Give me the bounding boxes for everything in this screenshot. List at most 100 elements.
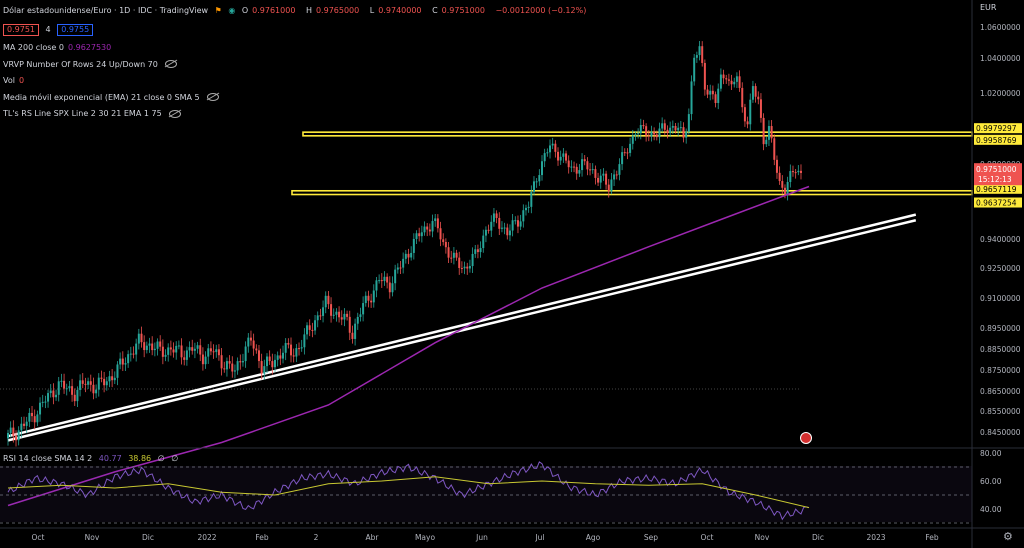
candle-body (308, 325, 311, 330)
candle-body (439, 228, 442, 240)
candle-body (495, 213, 498, 218)
candle-body (757, 96, 760, 100)
rsi-label[interactable]: RSI 14 close SMA 14 2 (3, 454, 93, 463)
candle (573, 161, 576, 173)
candle (87, 377, 90, 390)
indicator-legend-0[interactable]: MA 200 close 0 0.9627530 (3, 43, 115, 53)
candle (306, 322, 309, 340)
candle (626, 148, 629, 160)
candle-body (599, 175, 602, 183)
candle (399, 261, 402, 275)
buy-price-button[interactable]: 0.9755 (57, 24, 94, 36)
candle-body (602, 173, 605, 176)
price-tick-label: 1.0600000 (980, 23, 1021, 32)
candle-body (436, 218, 439, 229)
candle (271, 353, 274, 375)
candle-body (455, 252, 458, 258)
candle-body (581, 159, 584, 171)
candle-body (220, 355, 223, 369)
candle-body (156, 341, 159, 349)
candle-body (276, 355, 279, 360)
ohlc-open: O 0.9761000 (241, 6, 296, 15)
candle-body (444, 241, 447, 248)
level-tag-bg (974, 197, 1022, 208)
candle (653, 127, 656, 141)
symbol-title[interactable]: Dólar estadounidense/Euro · 1D · IDC · T… (3, 6, 209, 15)
candle (111, 368, 114, 388)
time-tick-label: Feb (255, 533, 269, 542)
flag-icon[interactable]: ⚑ (214, 6, 222, 15)
indicator-legend-3[interactable]: Media móvil exponencial (EMA) 21 close 0… (3, 93, 223, 103)
candle-body (746, 121, 749, 125)
candle (356, 312, 359, 330)
price-tick-label: 0.9250000 (980, 264, 1021, 273)
candle (367, 290, 370, 308)
candle-body (319, 315, 322, 317)
candle (698, 40, 701, 61)
candle (743, 103, 746, 127)
candle-body (196, 345, 199, 349)
candle-body (233, 370, 236, 372)
candle-body (391, 283, 394, 293)
currency-label[interactable]: EUR (980, 3, 997, 12)
candle-body (394, 269, 397, 284)
hidden-eye-icon[interactable] (164, 60, 177, 68)
price-tick-label: 1.0200000 (980, 89, 1021, 98)
candle (618, 158, 621, 181)
candle (589, 163, 592, 176)
candle-body (148, 343, 151, 346)
candle-body (132, 353, 135, 355)
indicator-value: 0.9627530 (67, 43, 112, 52)
candle-body (759, 99, 762, 118)
candle-body (303, 334, 306, 348)
candle (57, 376, 60, 402)
candle (679, 120, 682, 133)
time-tick-label: Oct (32, 533, 45, 542)
candle-body (346, 313, 349, 317)
candle-body (201, 354, 204, 365)
candle (503, 222, 506, 235)
candle (156, 338, 159, 356)
hidden-eye-icon[interactable] (168, 109, 181, 118)
candle (610, 172, 613, 195)
hidden-eye-icon[interactable] (206, 93, 219, 101)
candle-body (183, 357, 186, 360)
candle (332, 308, 335, 319)
candle (554, 140, 557, 158)
candle (364, 291, 367, 307)
rsi-ma-value: 38.86 (128, 454, 152, 463)
indicator-legend-4[interactable]: TL's RS Line SPX Line 2 30 21 EMA 1 75 (3, 109, 185, 119)
candle-body (76, 389, 79, 402)
settings-gear-icon[interactable]: ⚙ (1003, 530, 1013, 543)
candle (183, 350, 186, 366)
us-flag-icon[interactable] (800, 432, 812, 444)
indicator-legend-2[interactable]: Vol 0 (3, 76, 28, 86)
candle-body (789, 171, 792, 183)
candle-body (775, 159, 778, 173)
candle (738, 70, 741, 92)
candle-body (260, 361, 263, 374)
candle (215, 344, 218, 358)
candle-body (343, 313, 346, 320)
candle-body (418, 233, 421, 237)
candle-body (695, 55, 698, 58)
candle (164, 349, 167, 362)
candle-body (434, 218, 437, 222)
candle-body (522, 210, 525, 222)
candle (511, 213, 514, 237)
candle-body (516, 220, 519, 227)
indicator-label: VRVP Number Of Rows 24 Up/Down 70 (3, 59, 158, 69)
candle-body (687, 114, 690, 132)
candle (300, 339, 303, 352)
sell-price-button[interactable]: 0.9751 (3, 24, 39, 36)
candle (380, 273, 383, 288)
candle-body (730, 80, 733, 85)
candle (121, 351, 124, 372)
candle-body (84, 383, 87, 385)
candle-body (143, 342, 146, 351)
candle-body (468, 266, 471, 269)
indicator-legend-1[interactable]: VRVP Number Of Rows 24 Up/Down 70 (3, 60, 181, 70)
candle (105, 377, 108, 391)
candle (458, 251, 461, 275)
